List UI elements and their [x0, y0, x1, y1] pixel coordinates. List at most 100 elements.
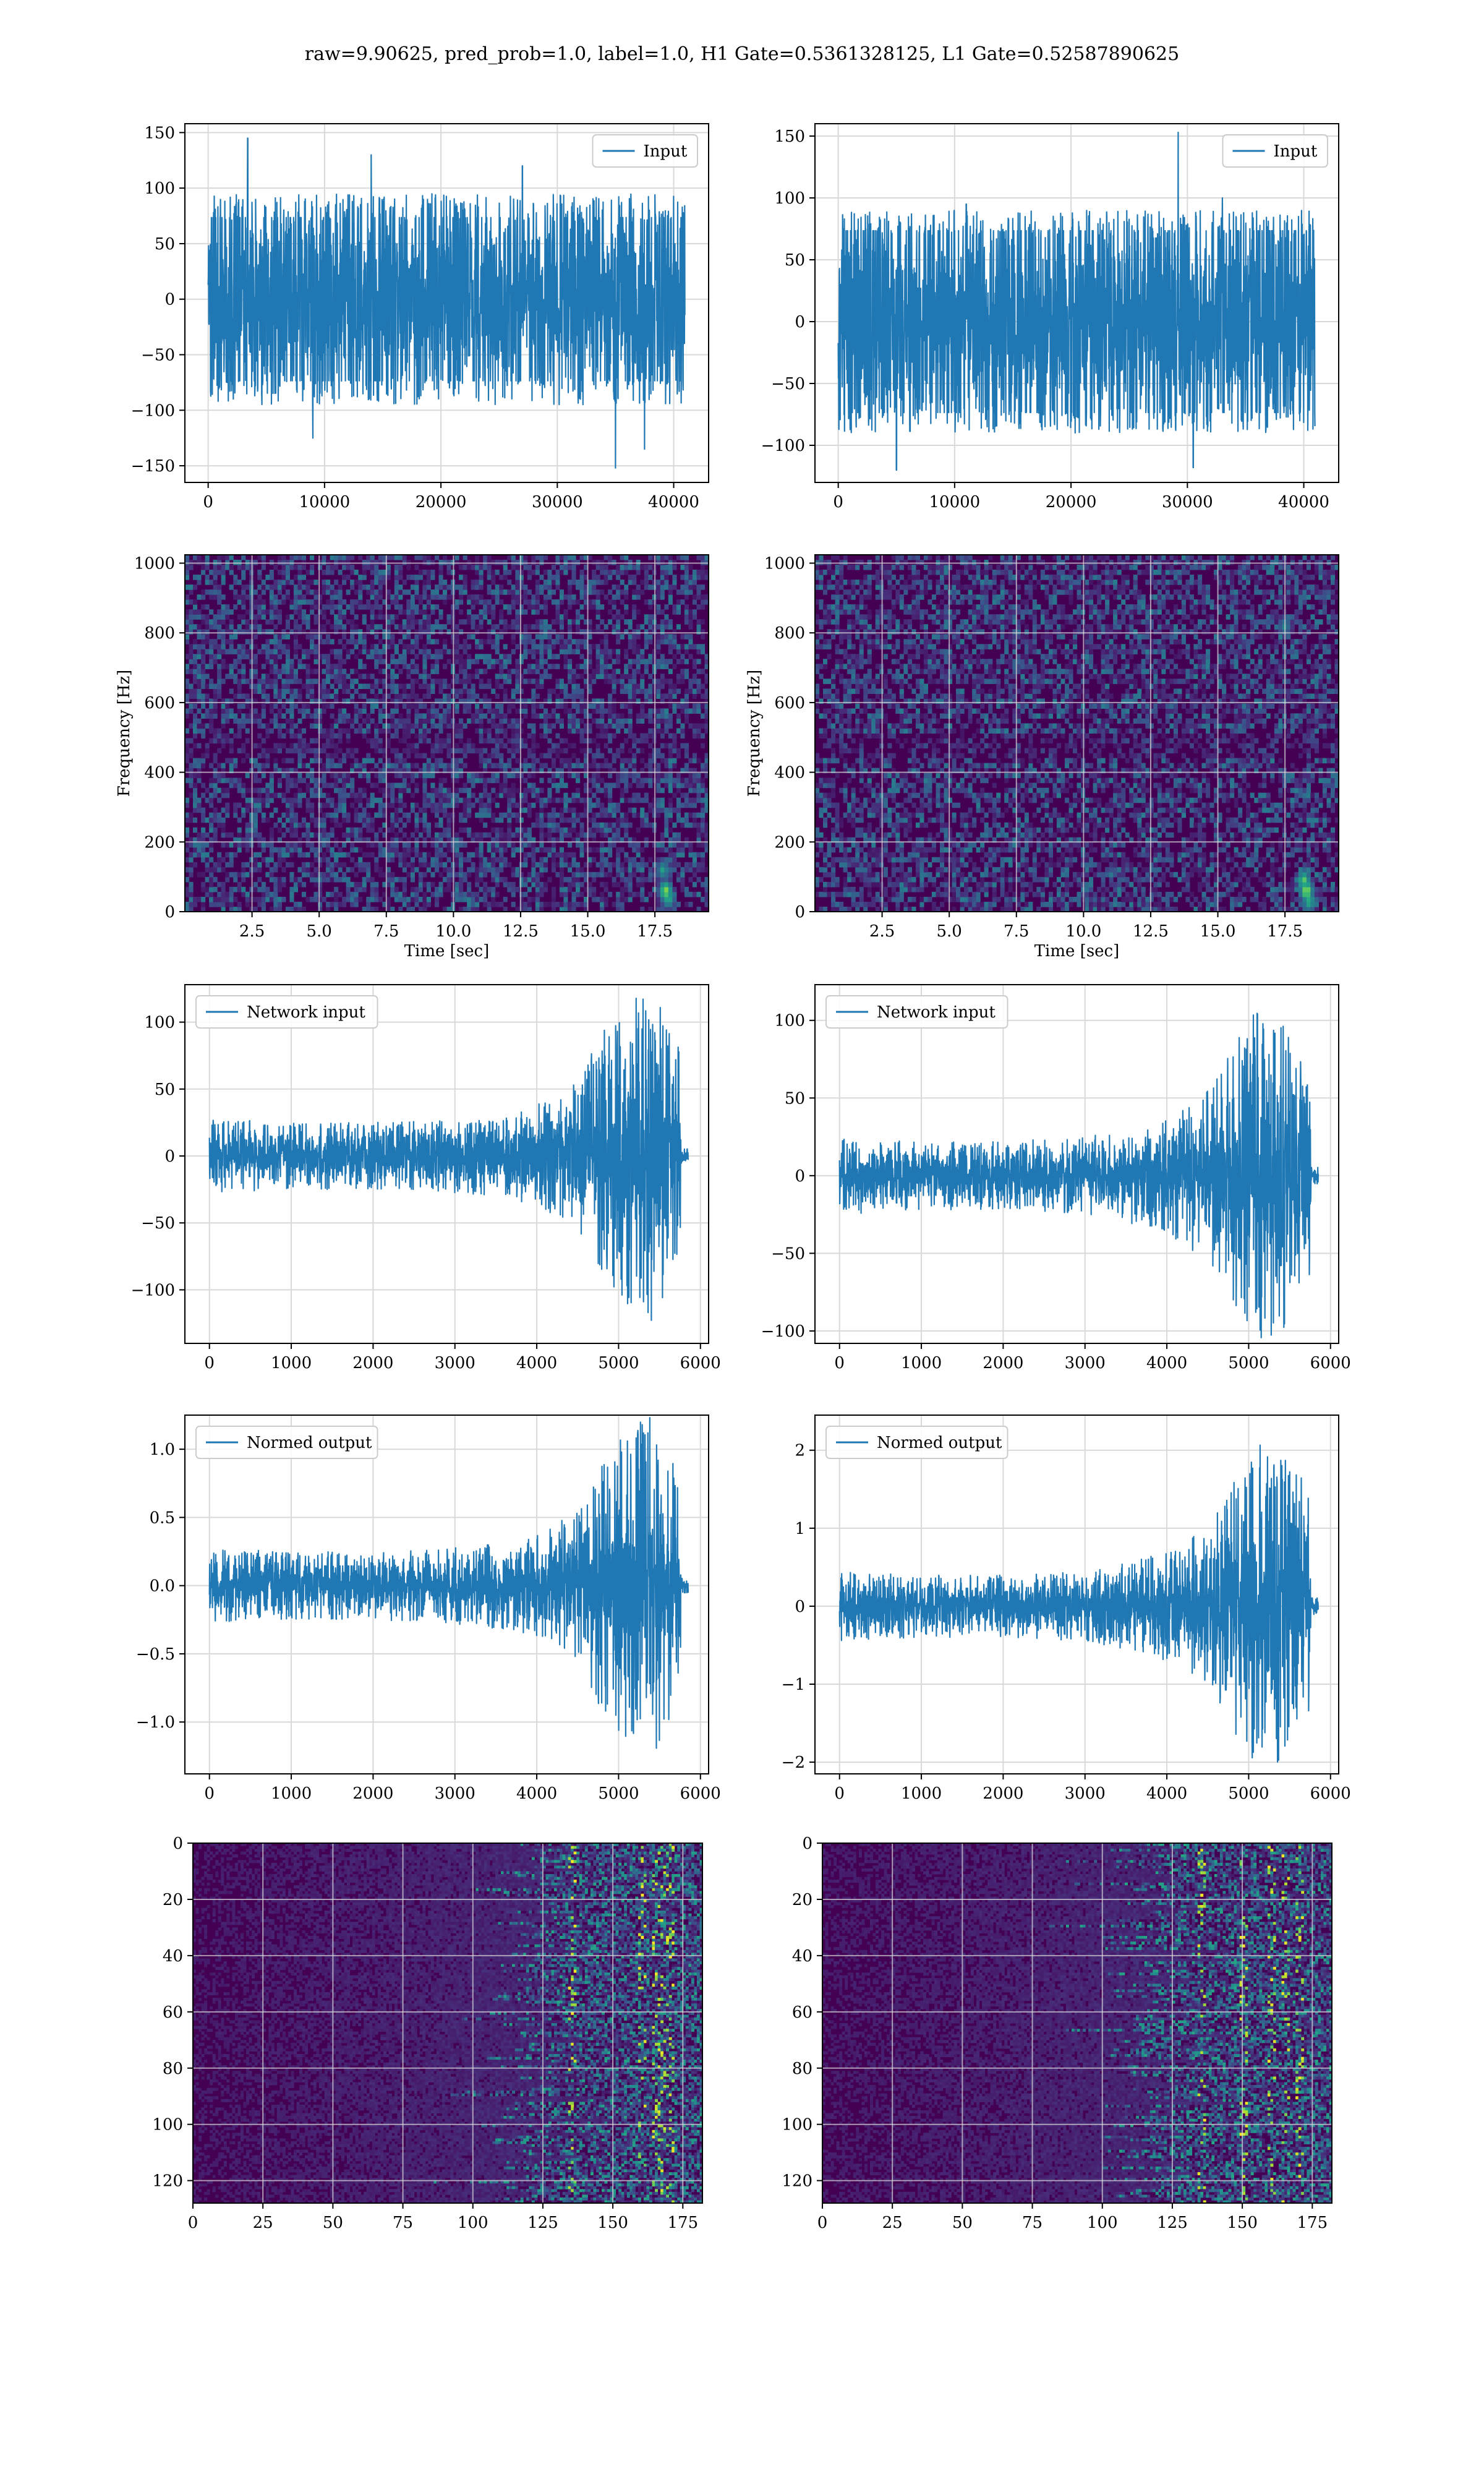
figure-title: raw=9.90625, pred_prob=1.0, label=1.0, H…: [0, 43, 1484, 65]
h1-normed-output-xtick-label: 0: [204, 1784, 215, 1803]
l1-input-ytick-label: −100: [761, 437, 805, 455]
h1-network-input-xtick-label: 0: [204, 1354, 215, 1372]
h1-spectrogram-xtick-label: 7.5: [373, 922, 399, 941]
l1-input-xtick-label: 0: [833, 493, 843, 511]
h1-spectrogram-ytick-label: 400: [144, 764, 175, 782]
l1-feature-map-ytick-label: 0: [802, 1834, 812, 1853]
l1-network-input-series-line: [838, 1012, 1319, 1338]
l1-feature-map-xtick-label: 175: [1297, 2214, 1328, 2232]
h1-normed-output-plot-area: [185, 1415, 709, 1774]
l1-spectrogram-xtick-label: 7.5: [1004, 922, 1029, 941]
h1-network-input-ytick-label: 50: [155, 1081, 175, 1099]
h1-feature-map-cells: [193, 1843, 702, 2203]
l1-normed-output-legend: Normed output: [825, 1426, 1009, 1459]
l1-network-input-xtick-label: 1000: [901, 1354, 942, 1372]
l1-network-input-ytick-label: 50: [785, 1089, 805, 1108]
l1-feature-map-xtick-label: 75: [1022, 2214, 1043, 2232]
l1-spectrogram-cells: [815, 555, 1339, 912]
h1-network-input-axes-frame: [184, 984, 709, 1344]
l1-feature-map-cells: [822, 1843, 1332, 2203]
l1-normed-output-panel: 0 1000 2000 3000 4000 5000 6000 −2 −1 0 1 2 Normed o…: [782, 1415, 1351, 1803]
l1-input-ytick-label: 100: [774, 189, 805, 208]
l1-feature-map-xtick-label: 25: [882, 2214, 903, 2232]
h1-feature-map-ytick-label: 0: [173, 1834, 183, 1853]
l1-network-input-ytick-label: −50: [771, 1244, 805, 1263]
l1-network-input-xtick-label: 3000: [1065, 1354, 1106, 1372]
l1-normed-output-xtick-label: 2000: [983, 1784, 1023, 1803]
h1-normed-output-xtick-label: 1000: [271, 1784, 312, 1803]
h1-input-ytick-label: 100: [144, 179, 175, 198]
l1-spectrogram-xtick-label: 10.0: [1065, 922, 1101, 941]
l1-spectrogram-ylabel: Frequency [Hz]: [745, 670, 764, 797]
h1-input-legend: Input: [592, 134, 698, 168]
h1-normed-output-axes-frame: [184, 1415, 709, 1774]
h1-spectrogram-ylabel: Frequency [Hz]: [115, 670, 134, 797]
h1-input-xtick-label: 10000: [299, 493, 351, 511]
l1-spectrogram-grid: [815, 555, 1339, 912]
h1-network-input-ytick-label: −50: [141, 1214, 175, 1233]
l1-normed-output-xtick-label: 0: [834, 1784, 845, 1803]
l1-network-input-xtick-label: 0: [834, 1354, 845, 1372]
h1-feature-map-xtick-label: 50: [323, 2214, 343, 2232]
h1-normed-output-panel: 0 1000 2000 3000 4000 5000 6000 −1.0 −0.5 0.0 0.5 1…: [136, 1415, 721, 1803]
l1-spectrogram-ytick-label: 1000: [764, 555, 805, 573]
h1-feature-map-xtick-label: 0: [188, 2214, 198, 2232]
l1-normed-output-series-line: [838, 1444, 1319, 1763]
h1-network-input-panel: 0 1000 2000 3000 4000 5000 6000 −100 −50 0 50 100 Ne…: [131, 984, 721, 1372]
h1-spectrogram-axes-frame: [184, 554, 709, 912]
h1-spectrogram-xtick-label: 5.0: [306, 922, 331, 941]
h1-network-input-ytick-label: 0: [164, 1147, 175, 1166]
h1-feature-map-xtick-label: 125: [527, 2214, 558, 2232]
l1-spectrogram-ytick-label: 200: [774, 833, 805, 852]
h1-normed-output-ytick-label: 1.0: [150, 1440, 175, 1459]
h1-normed-output-ytick-label: 0.5: [150, 1509, 175, 1527]
h1-spectrogram-ytick-label: 600: [144, 694, 175, 713]
l1-network-input-ytick-label: −100: [761, 1322, 805, 1341]
h1-feature-map-ytick-label: 80: [163, 2060, 183, 2078]
h1-feature-map-ytick-label: 60: [163, 2003, 183, 2022]
l1-feature-map-xtick-label: 50: [952, 2214, 973, 2232]
l1-input-ytick-label: −50: [771, 375, 805, 393]
h1-network-input-legend-label: Network input: [247, 1003, 365, 1022]
h1-feature-map-ytick-label: 100: [152, 2116, 183, 2134]
l1-spectrogram-ytick-label: 400: [774, 764, 805, 782]
h1-spectrogram-xtick-label: 15.0: [570, 922, 606, 941]
l1-normed-output-ytick-label: 1: [795, 1520, 805, 1538]
l1-feature-map-ytick-label: 60: [792, 2003, 812, 2022]
l1-spectrogram-ytick-label: 0: [795, 903, 805, 922]
h1-normed-output-xtick-label: 4000: [516, 1784, 557, 1803]
h1-normed-output-xtick-label: 2000: [352, 1784, 393, 1803]
h1-input-ytick-label: −100: [131, 401, 175, 420]
l1-network-input-plot-area: [815, 985, 1339, 1343]
h1-normed-output-legend-label: Normed output: [247, 1434, 372, 1452]
h1-spectrogram-xtick-label: 12.5: [503, 922, 539, 941]
h1-spectrogram-ytick-label: 0: [164, 903, 175, 922]
l1-normed-output-xtick-label: 1000: [901, 1784, 942, 1803]
l1-input-legend: Input: [1222, 134, 1328, 168]
l1-network-input-legend: Network input: [825, 995, 1009, 1029]
h1-spectrogram-ytick-label: 200: [144, 833, 175, 852]
l1-input-ytick-label: 150: [774, 127, 805, 146]
h1-spectrogram-cells: [185, 555, 709, 912]
l1-feature-map-ytick-label: 120: [782, 2172, 812, 2191]
l1-network-input-ytick-label: 100: [774, 1012, 805, 1030]
l1-feature-map-ytick-label: 80: [792, 2060, 812, 2078]
h1-input-ytick-label: 150: [144, 124, 175, 142]
h1-input-panel: 0 10000 20000 30000 40000 −150 −100 −50 0 50 100 15…: [131, 123, 709, 511]
h1-input-legend-label: Input: [644, 142, 688, 161]
h1-input-ytick-label: −150: [131, 457, 175, 476]
h1-spectrogram-ytick-label: 800: [144, 624, 175, 643]
h1-input-xtick-label: 40000: [648, 493, 699, 511]
l1-input-xtick-label: 20000: [1046, 493, 1097, 511]
h1-spectrogram-grid: [185, 555, 709, 912]
l1-spectrogram-xtick-label: 2.5: [869, 922, 895, 941]
l1-spectrogram-panel: 2.5 5.0 7.5 10.0 12.5 15.0 17.5 0 200 400 600 800 10…: [745, 554, 1339, 961]
l1-network-input-panel: 0 1000 2000 3000 4000 5000 6000 −100 −50 0 50 100 Ne…: [761, 984, 1351, 1372]
h1-network-input-xtick-label: 5000: [598, 1354, 639, 1372]
h1-input-ytick-label: 50: [155, 235, 175, 254]
h1-normed-output-ytick-label: 0.0: [150, 1577, 175, 1596]
l1-feature-map-ytick-label: 100: [782, 2116, 812, 2134]
h1-feature-map-ytick-label: 20: [163, 1891, 183, 1909]
h1-network-input-xtick-label: 4000: [516, 1354, 557, 1372]
l1-feature-map-axes-frame: [822, 1843, 1333, 2204]
